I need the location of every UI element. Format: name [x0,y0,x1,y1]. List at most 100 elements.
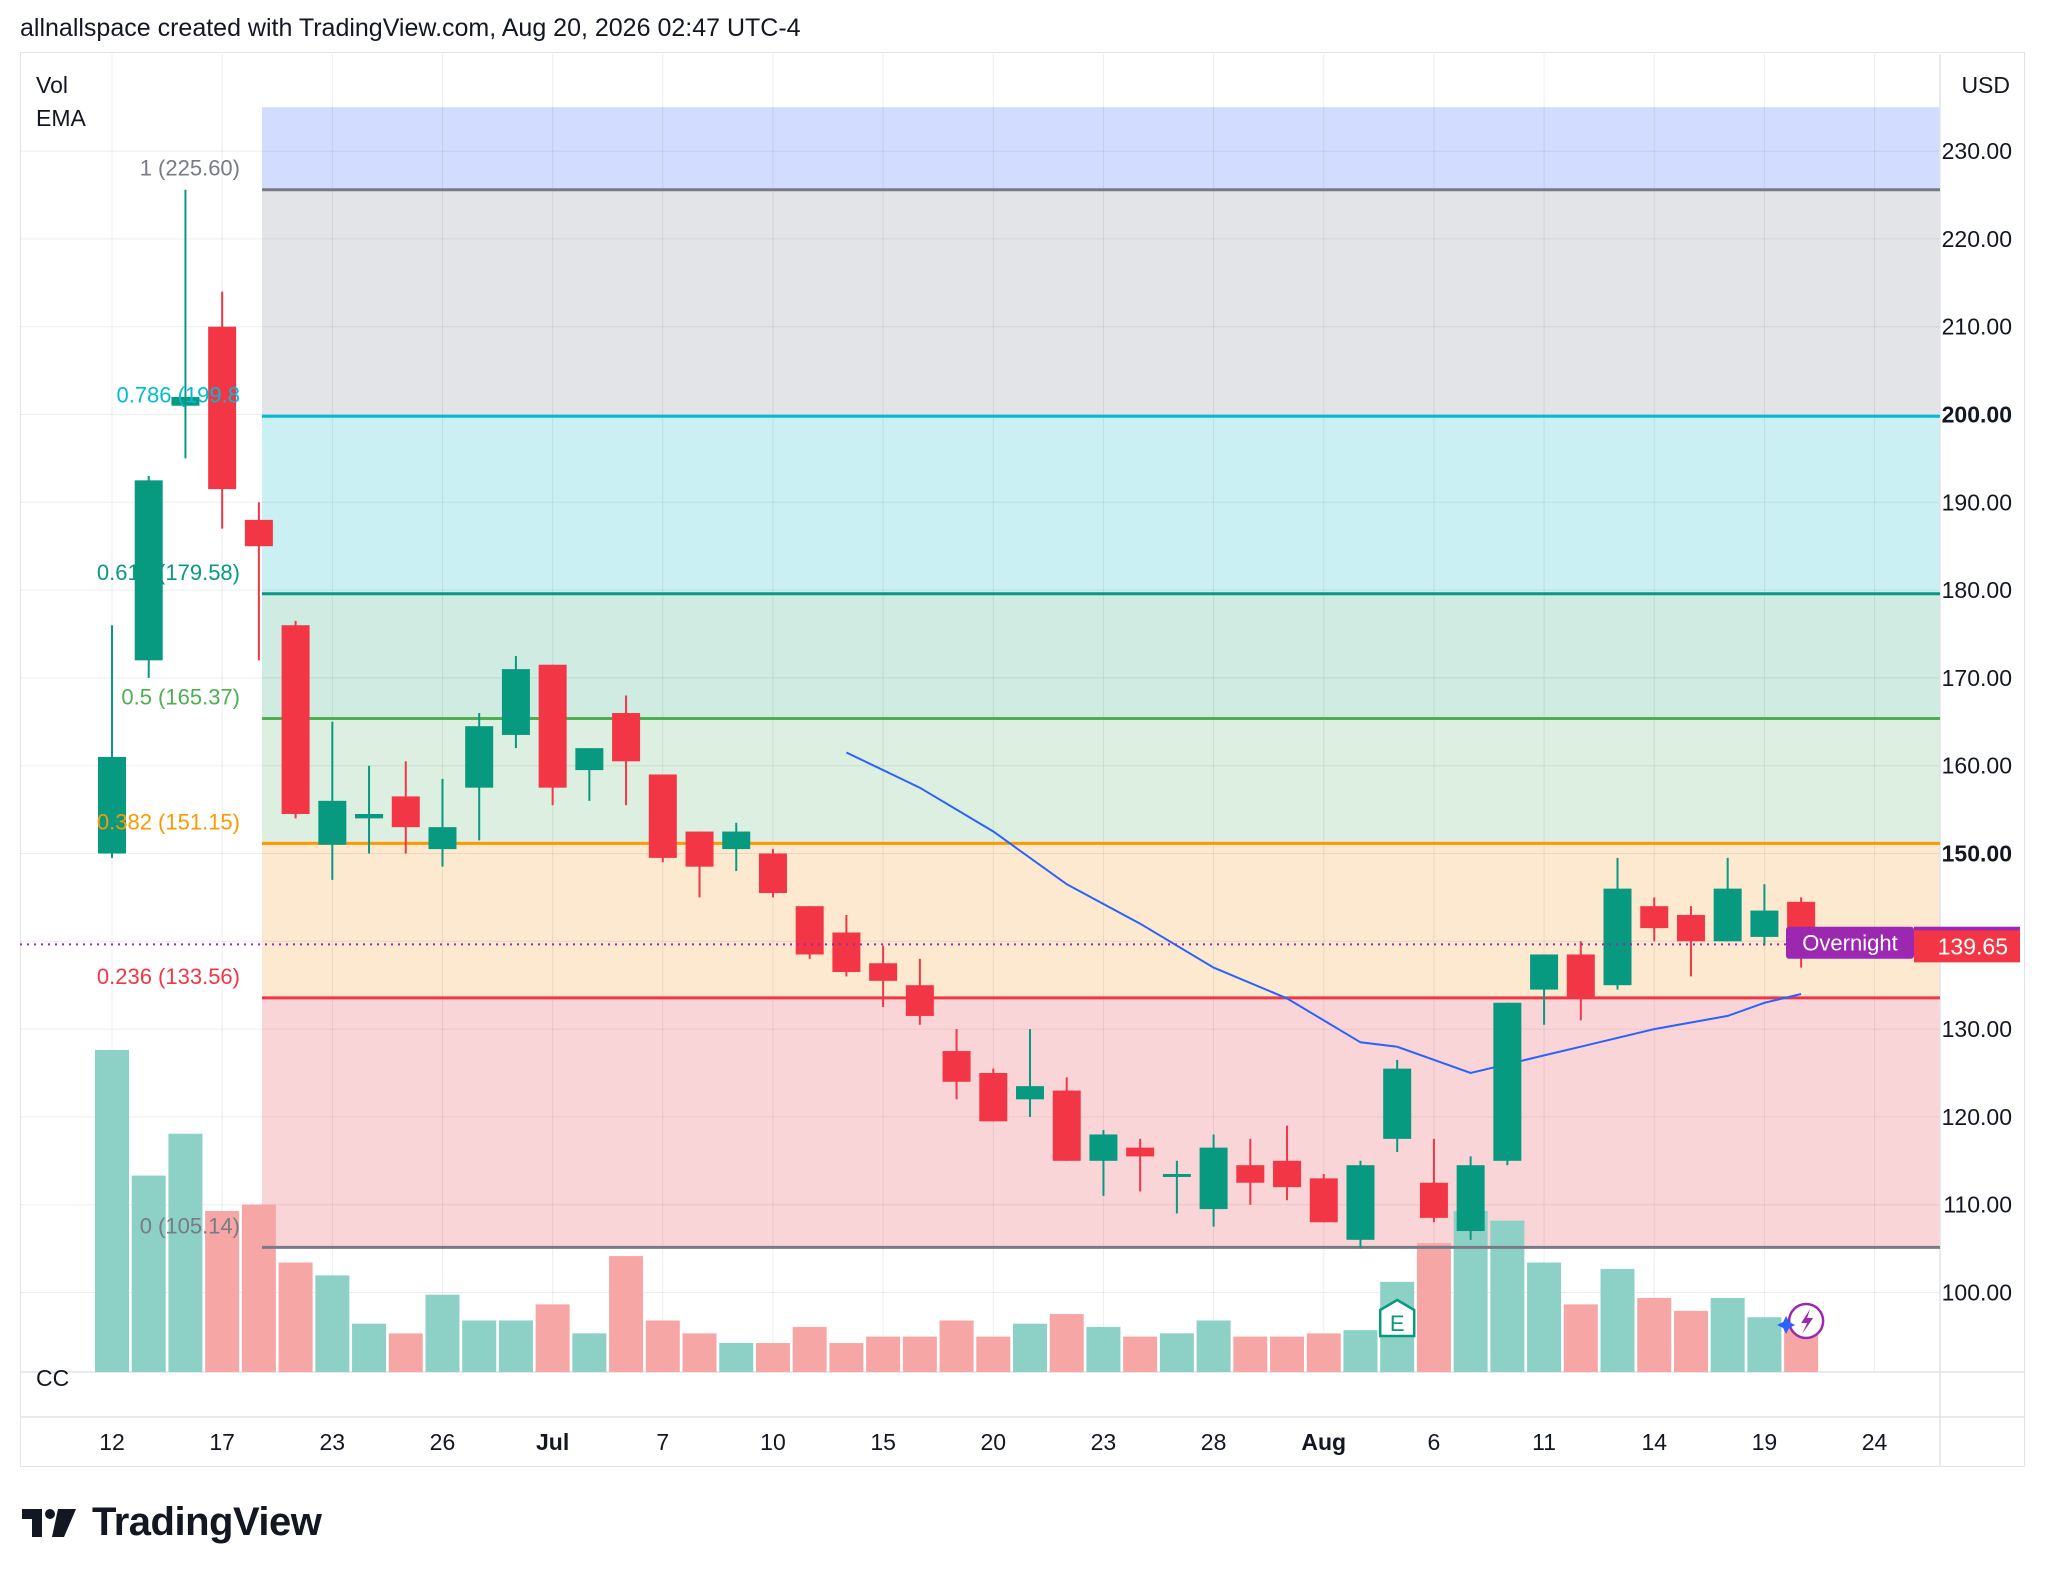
candle[interactable] [1383,1059,1412,1153]
volume-bar [1159,1333,1194,1372]
candle[interactable] [1309,1173,1338,1223]
price-tick-label: 100.00 [1942,1280,2012,1306]
candle[interactable] [869,945,898,1008]
candle[interactable] [1566,941,1595,1021]
price-tick-label: 180.00 [1942,577,2012,603]
candle[interactable] [98,625,126,858]
ema-indicator-label[interactable]: EMA [36,105,86,131]
candle[interactable] [979,1068,1008,1122]
lightning-event-icon[interactable] [1777,1302,1825,1340]
candle[interactable] [1419,1138,1448,1223]
candle[interactable] [1236,1138,1265,1205]
price-tick-label: 170.00 [1942,665,2012,691]
volume-bar [1490,1220,1525,1372]
candle-body [1052,1090,1081,1161]
volume-bar [241,1204,276,1372]
candle[interactable] [281,620,310,819]
candle-body [1236,1165,1265,1183]
time-tick-label: 19 [1752,1429,1778,1455]
candle-body [648,774,677,858]
fib-zones [262,107,1940,1248]
candle[interactable] [208,291,237,529]
candle[interactable] [1750,884,1779,946]
currency-label[interactable]: USD [1961,72,2010,98]
volume-bar [352,1323,387,1372]
earnings-marker-icon[interactable]: E [1378,1298,1416,1338]
time-tick-label: Aug [1301,1429,1346,1455]
candle[interactable] [612,695,641,806]
candle-body [869,963,898,981]
candle[interactable] [795,906,824,959]
candle[interactable] [355,765,384,854]
candle[interactable] [575,748,604,801]
fib-label-0.382: 0.382 (151.15) [97,809,240,834]
candle[interactable] [1273,1125,1302,1201]
candle[interactable] [1493,1002,1522,1166]
volume-bar [205,1211,240,1372]
candle[interactable] [1346,1160,1375,1249]
time-tick-label: 12 [99,1429,125,1455]
price-tick-label: 210.00 [1942,314,2012,340]
candle-body [1199,1147,1228,1210]
candle-body [1346,1165,1375,1240]
candle[interactable] [1199,1134,1228,1227]
time-tick-label: 23 [320,1429,346,1455]
candle[interactable] [758,849,787,898]
candle-body [979,1073,1008,1122]
candle[interactable] [1603,857,1632,990]
candle[interactable] [134,475,163,678]
candle[interactable] [685,831,714,898]
volume-bar [902,1336,937,1372]
candle[interactable] [465,713,494,841]
overnight-tag-bg[interactable] [1786,926,1914,959]
candle[interactable] [1456,1156,1485,1240]
candle-body [244,519,273,547]
volume-bar [535,1304,570,1372]
candle[interactable] [501,655,530,749]
candle[interactable] [1126,1138,1155,1192]
fib-label-1: 1 (225.60) [140,156,240,181]
candlesticks [98,189,1816,1249]
candle[interactable] [428,778,457,867]
candle[interactable] [832,914,861,977]
fib-label-0.5: 0.5 (165.37) [121,685,240,710]
candle[interactable] [244,502,273,661]
candle[interactable] [1052,1077,1081,1161]
time-tick-label: 24 [1862,1429,1888,1455]
candle[interactable] [1162,1160,1191,1214]
candle-body [832,932,861,973]
time-tick-label: 14 [1641,1429,1667,1455]
fib-label-0.786: 0.786 (199.8 [116,382,240,407]
candle-body [1089,1134,1118,1161]
volume-bar [1343,1330,1378,1372]
price-tick-label: 230.00 [1942,138,2012,164]
candle[interactable] [905,958,934,1025]
candle[interactable] [1640,897,1669,942]
event-markers: E [1378,1298,1825,1340]
candle-body [355,813,384,819]
candle[interactable] [391,761,420,854]
cc-indicator-label[interactable]: CC [36,1365,70,1391]
time-axis: 12 17 23 26 Jul 7 10 15 20 23 28 Aug 6 11 14 19 24 [99,1429,1887,1455]
vol-indicator-label[interactable]: Vol [36,72,68,98]
candle[interactable] [1676,906,1705,977]
candle[interactable] [1016,1029,1044,1117]
candle[interactable] [171,189,200,459]
candle[interactable] [1530,954,1559,1025]
candle[interactable] [942,1029,971,1100]
fib-zone [262,107,1940,190]
sparkle-shape [1777,1316,1796,1334]
candle[interactable] [318,721,347,880]
candle[interactable] [1089,1130,1118,1196]
candle[interactable] [538,664,567,806]
volume-bar [792,1326,827,1372]
volume-bar [719,1343,754,1372]
volume-bar [1013,1323,1047,1372]
candle[interactable] [648,774,677,863]
ema-line-path [845,751,1802,1075]
time-tick-label: Jul [536,1429,569,1455]
last-price-tag-bg[interactable] [1914,930,2020,963]
candle[interactable] [722,822,751,872]
candle[interactable] [1713,857,1742,942]
